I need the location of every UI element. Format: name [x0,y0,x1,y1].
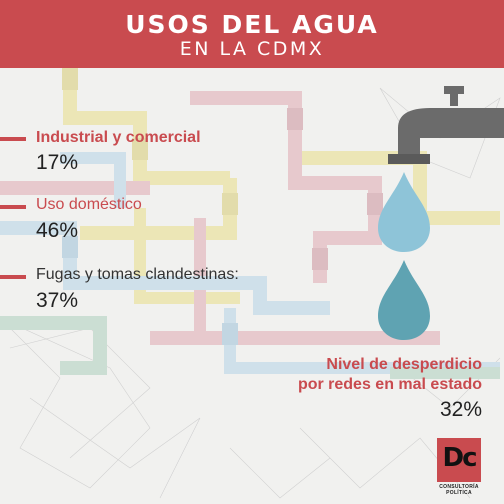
waste-label-line2: por redes en mal estado [297,376,482,393]
value-industrial: 17% [36,151,79,174]
waste-value: 32% [439,398,482,421]
header-banner: USOS DEL AGUA EN LA CDMX [0,0,504,68]
marker-line [0,137,26,141]
value-fugas: 37% [36,289,79,312]
logo-square [437,438,481,482]
water-drop-icon [378,260,430,340]
label-industrial: Industrial y comercial [36,129,201,146]
page-title: USOS DEL AGUA [125,10,379,39]
waste-label-line1: Nivel de desperdicio [326,356,482,373]
logo-tagline: CONSULTORÍA POLÍTICA [439,484,479,496]
faucet-icon [388,86,504,164]
page-subtitle: EN LA CDMX [179,38,325,60]
water-drop-icon [378,172,430,252]
brand-logo: Dc CONSULTORÍA POLÍTICA [429,438,489,496]
label-domestico: Uso doméstico [36,196,142,213]
value-domestico: 46% [36,219,79,242]
logo-letters: Dc [442,443,478,473]
marker-line [0,275,26,279]
marker-line [0,205,26,209]
label-fugas: Fugas y tomas clandestinas: [36,266,239,283]
pipes-background [0,68,504,499]
waste-label: Nivel de desperdicio por redes en mal es… [298,355,482,395]
